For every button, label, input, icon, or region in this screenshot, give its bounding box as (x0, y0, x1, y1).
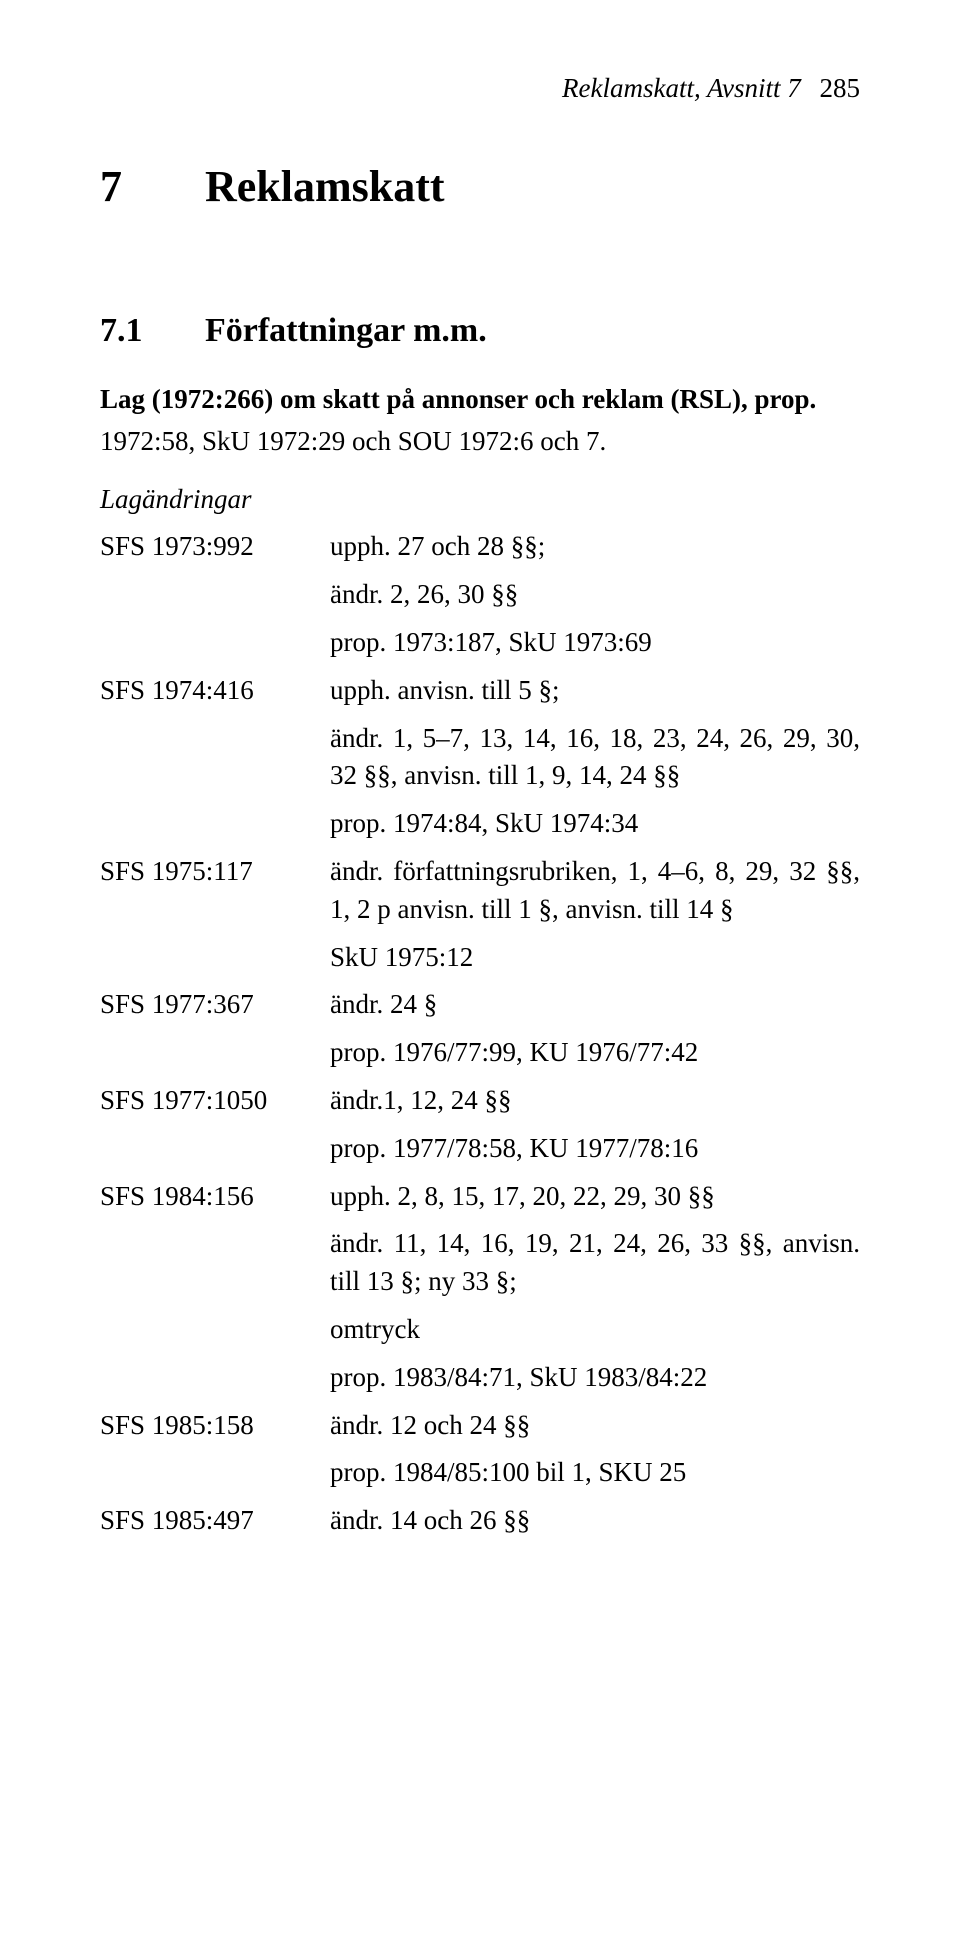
amendment-continuation: prop. 1973:187, SkU 1973:69 (100, 624, 860, 662)
amendment-row: SFS 1977:367ändr. 24 § (100, 986, 860, 1024)
amendment-text: SkU 1975:12 (330, 939, 860, 977)
sfs-label: SFS 1975:117 (100, 853, 330, 891)
amendment-list: SFS 1973:992upph. 27 och 28 §§; ändr. 2, … (100, 528, 860, 1540)
amendment-continuation: ändr. 2, 26, 30 §§ (100, 576, 860, 614)
sfs-label: SFS 1985:158 (100, 1407, 330, 1445)
amendment-text: upph. 27 och 28 §§; (330, 528, 860, 566)
amendment-row: SFS 1985:497ändr. 14 och 26 §§ (100, 1502, 860, 1540)
amendment-text: prop. 1974:84, SkU 1974:34 (330, 805, 860, 843)
amendment-text: prop. 1984/85:100 bil 1, SKU 25 (330, 1454, 860, 1492)
amendment-continuation: SkU 1975:12 (100, 939, 860, 977)
amendment-text: prop. 1977/78:58, KU 1977/78:16 (330, 1130, 860, 1168)
amendment-text: omtryck (330, 1311, 860, 1349)
amendment-text: ändr. författningsrubriken, 1, 4–6, 8, 2… (330, 853, 860, 929)
amendment-text: ändr. 24 § (330, 986, 860, 1024)
amendment-text: ändr.1, 12, 24 §§ (330, 1082, 860, 1120)
amendment-continuation: omtryck (100, 1311, 860, 1349)
amendment-continuation: prop. 1976/77:99, KU 1976/77:42 (100, 1034, 860, 1072)
sfs-label: SFS 1973:992 (100, 528, 330, 566)
sfs-label: SFS 1974:416 (100, 672, 330, 710)
sfs-label: SFS 1984:156 (100, 1178, 330, 1216)
amendment-text: prop. 1983/84:71, SkU 1983/84:22 (330, 1359, 860, 1397)
amendment-continuation: prop. 1974:84, SkU 1974:34 (100, 805, 860, 843)
amendment-continuation: ändr. 11, 14, 16, 19, 21, 24, 26, 33 §§,… (100, 1225, 860, 1301)
sfs-label: SFS 1985:497 (100, 1502, 330, 1540)
running-header-text: Reklamskatt, Avsnitt 7 (562, 73, 801, 103)
amendment-text: ändr. 12 och 24 §§ (330, 1407, 860, 1445)
amendment-row: SFS 1975:117ändr. författningsrubriken, … (100, 853, 860, 929)
section-title: Författningar m.m. (205, 312, 487, 349)
amendment-text: upph. 2, 8, 15, 17, 20, 22, 29, 30 §§ (330, 1178, 860, 1216)
running-header: Reklamskatt, Avsnitt 7 285 (100, 70, 860, 108)
chapter-title: Reklamskatt (205, 162, 445, 211)
amendment-text: prop. 1976/77:99, KU 1976/77:42 (330, 1034, 860, 1072)
amendment-continuation: prop. 1983/84:71, SkU 1983/84:22 (100, 1359, 860, 1397)
amendment-continuation: prop. 1984/85:100 bil 1, SKU 25 (100, 1454, 860, 1492)
section-number: 7.1 (100, 307, 205, 355)
amendment-row: SFS 1973:992upph. 27 och 28 §§; (100, 528, 860, 566)
amendment-text: ändr. 11, 14, 16, 19, 21, 24, 26, 33 §§,… (330, 1225, 860, 1301)
amendment-continuation: prop. 1977/78:58, KU 1977/78:16 (100, 1130, 860, 1168)
sfs-label: SFS 1977:367 (100, 986, 330, 1024)
amendment-text: upph. anvisn. till 5 §; (330, 672, 860, 710)
sfs-label: SFS 1977:1050 (100, 1082, 330, 1120)
law-subtitle: 1972:58, SkU 1972:29 och SOU 1972:6 och … (100, 423, 860, 461)
amendment-row: SFS 1985:158ändr. 12 och 24 §§ (100, 1407, 860, 1445)
amendment-text: prop. 1973:187, SkU 1973:69 (330, 624, 860, 662)
section-heading: 7.1Författningar m.m. (100, 307, 860, 355)
law-title: Lag (1972:266) om skatt på annonser och … (100, 381, 860, 419)
page-number: 285 (820, 73, 861, 103)
amendment-row: SFS 1974:416upph. anvisn. till 5 §; (100, 672, 860, 710)
chapter-number: 7 (100, 156, 205, 218)
amendment-text: ändr. 14 och 26 §§ (330, 1502, 860, 1540)
amendment-text: ändr. 2, 26, 30 §§ (330, 576, 860, 614)
amendment-text: ändr. 1, 5–7, 13, 14, 16, 18, 23, 24, 26… (330, 720, 860, 796)
subheading-amendments: Lagändringar (100, 481, 860, 519)
chapter-heading: 7Reklamskatt (100, 156, 860, 218)
amendment-continuation: ändr. 1, 5–7, 13, 14, 16, 18, 23, 24, 26… (100, 720, 860, 796)
amendment-row: SFS 1984:156upph. 2, 8, 15, 17, 20, 22, … (100, 1178, 860, 1216)
amendment-row: SFS 1977:1050ändr.1, 12, 24 §§ (100, 1082, 860, 1120)
